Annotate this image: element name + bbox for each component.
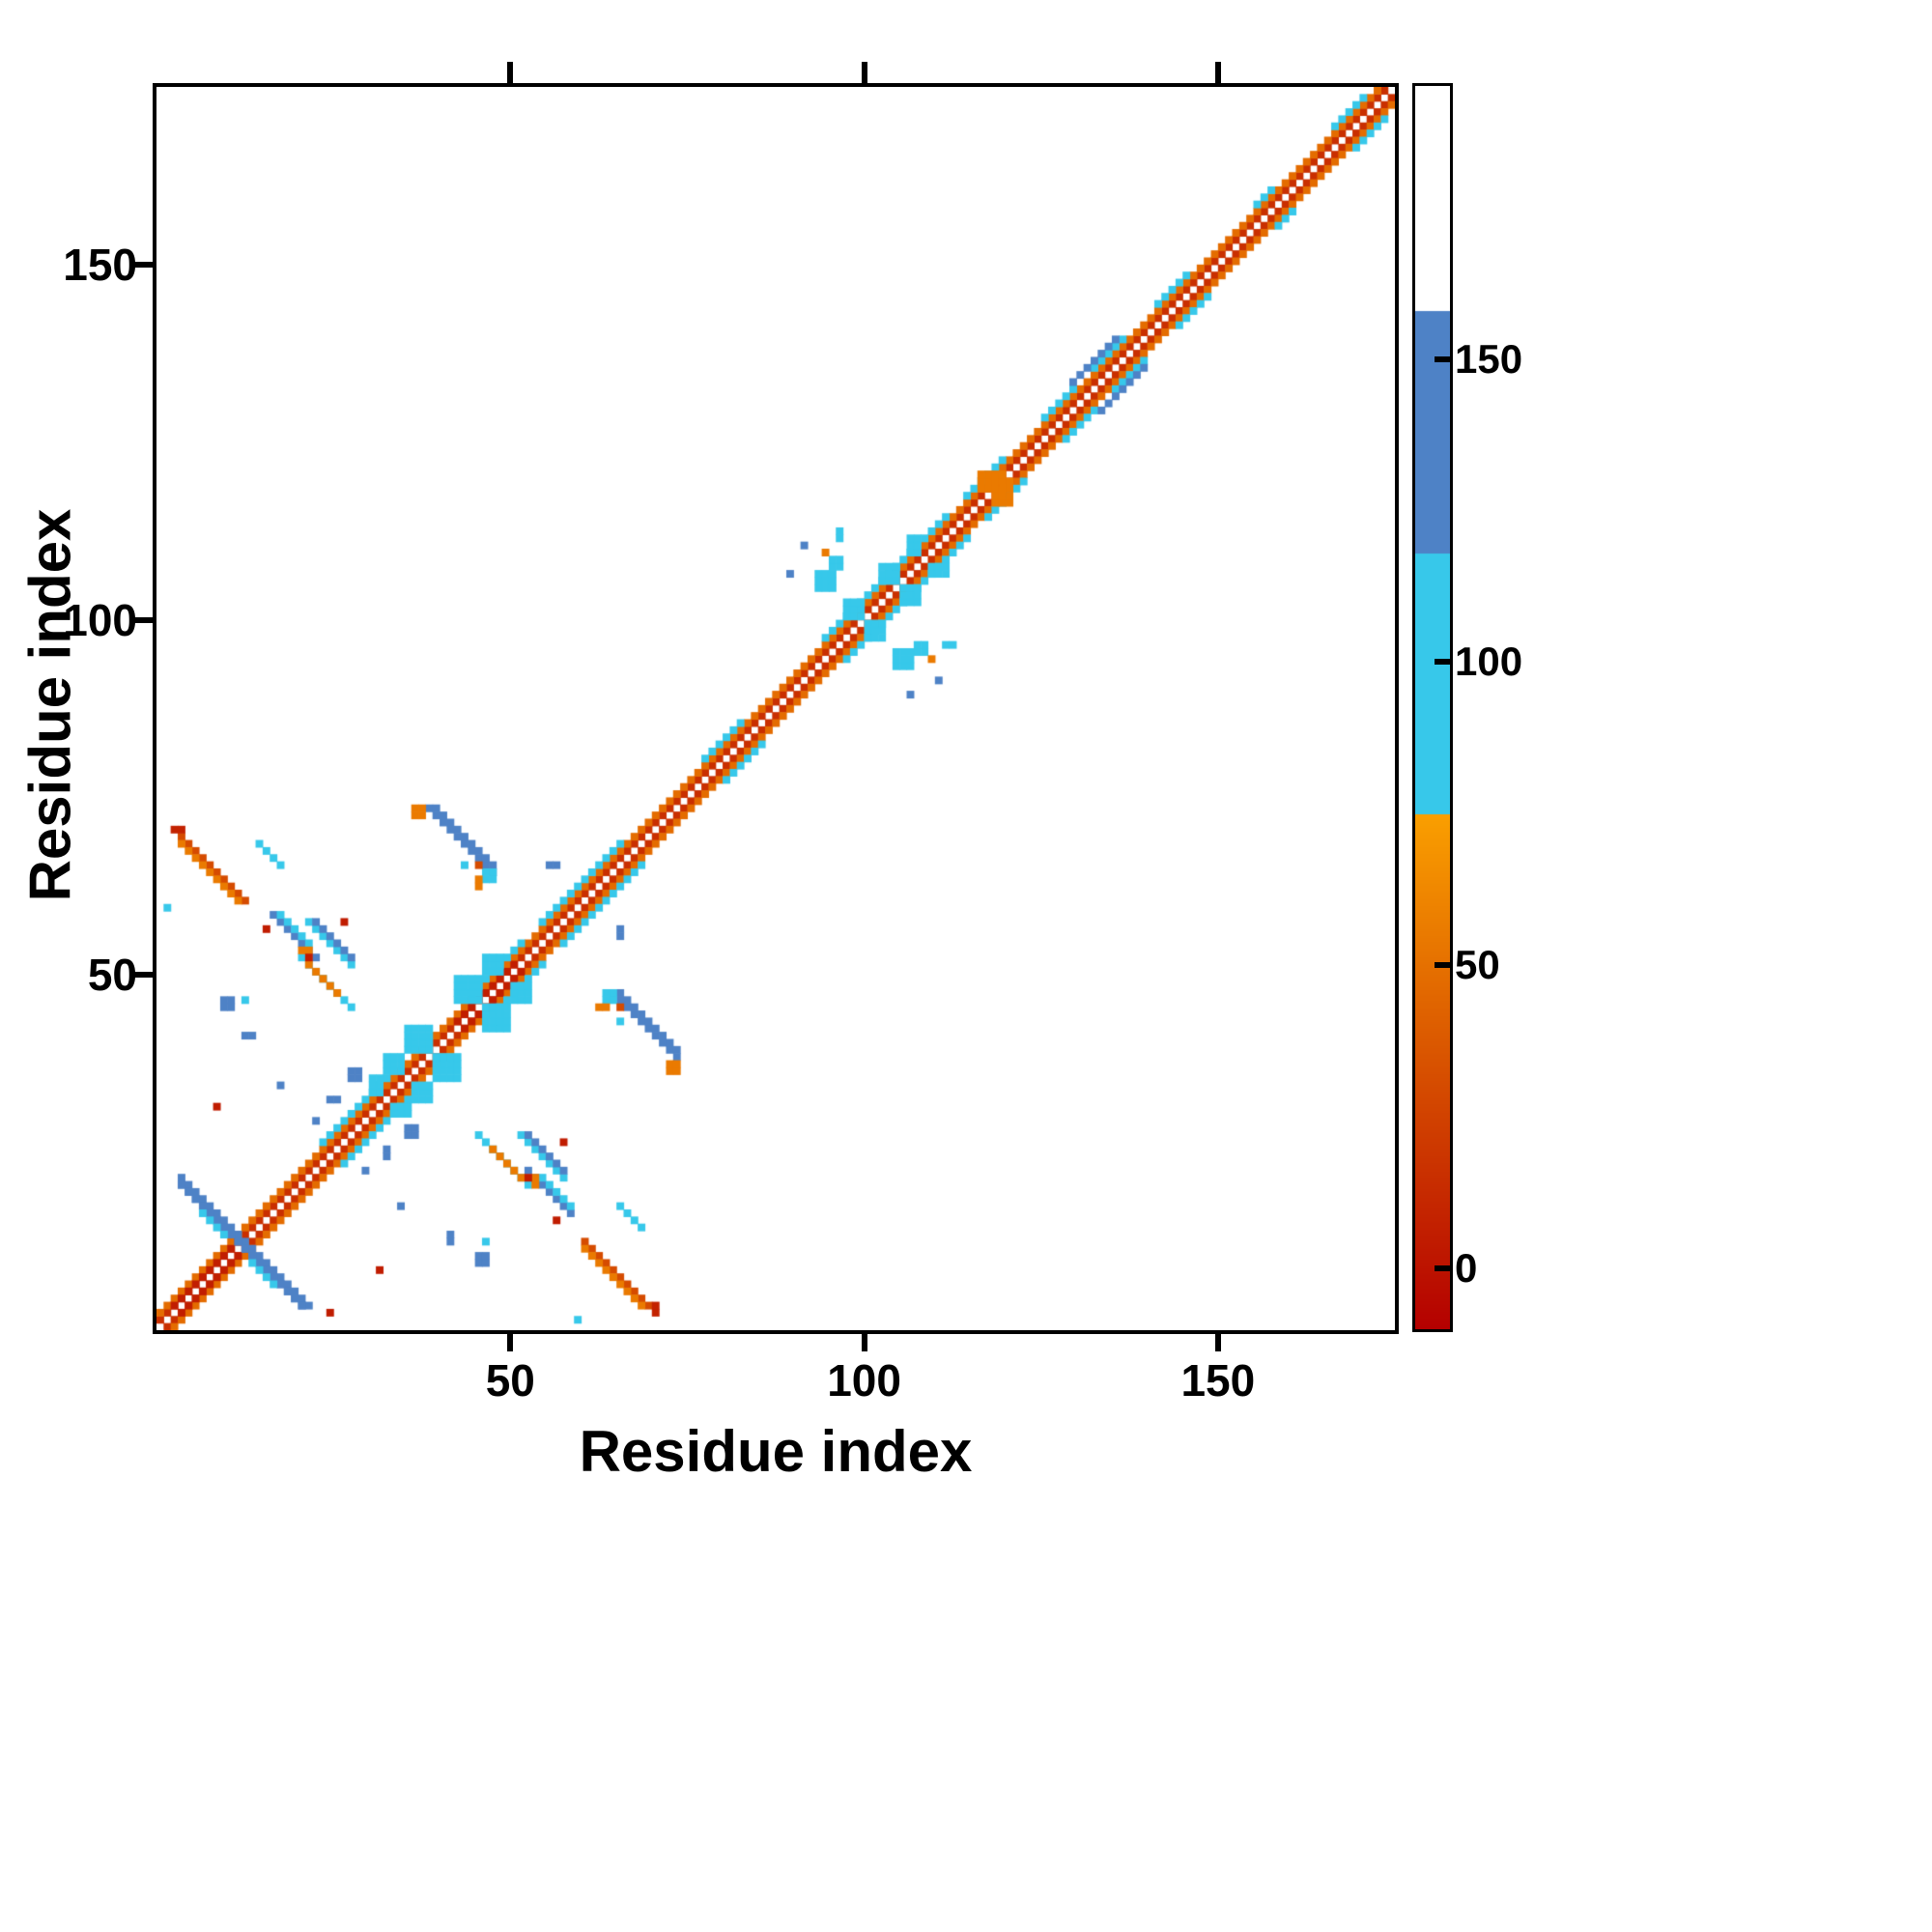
- y-tick-label: 50: [87, 950, 137, 1001]
- y-tick-label: 150: [63, 239, 137, 290]
- colorbar-tick-label: 150: [1455, 335, 1523, 382]
- plot-area: [153, 83, 1399, 1334]
- colorbar: [1412, 83, 1453, 1332]
- x-axis-title: Residue index: [579, 1419, 973, 1484]
- colorbar-tick-label: 100: [1455, 639, 1523, 685]
- x-top-tick-mark: [507, 62, 514, 83]
- colorbar-tick-mark: [1435, 355, 1453, 362]
- x-top-tick-mark: [861, 62, 867, 83]
- colorbar-tick-mark: [1435, 659, 1453, 666]
- x-tick-mark: [861, 1330, 867, 1351]
- colorbar-tick-mark: [1435, 962, 1453, 969]
- x-tick-label: 100: [827, 1355, 901, 1406]
- y-tick-mark: [131, 261, 153, 268]
- y-tick-mark: [131, 972, 153, 979]
- y-axis-title: Residue index: [17, 508, 83, 902]
- x-tick-mark: [507, 1330, 514, 1351]
- y-tick-mark: [131, 616, 153, 623]
- x-top-tick-mark: [1214, 62, 1221, 83]
- x-tick-mark: [1214, 1330, 1221, 1351]
- x-tick-label: 50: [485, 1355, 535, 1406]
- y-tick-label: 100: [63, 594, 137, 645]
- colorbar-tick-label: 0: [1455, 1245, 1478, 1292]
- colorbar-tick-label: 50: [1455, 942, 1500, 988]
- heatmap-canvas: [156, 87, 1395, 1330]
- colorbar-tick-mark: [1435, 1265, 1453, 1272]
- colorbar-canvas: [1415, 86, 1450, 1329]
- x-tick-label: 150: [1180, 1355, 1256, 1406]
